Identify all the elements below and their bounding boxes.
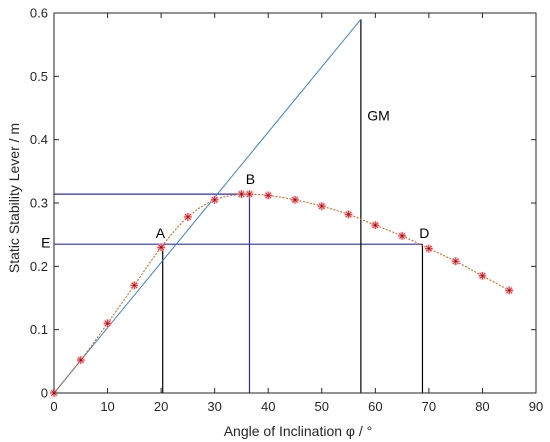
x-tick-label: 60: [368, 399, 382, 414]
x-tick-label: 0: [50, 399, 57, 414]
data-point: [156, 243, 166, 252]
x-tick-label: 50: [315, 399, 329, 414]
data-point: [424, 244, 434, 253]
reference-lines: [53, 19, 424, 394]
annotation-label: D: [419, 225, 429, 241]
data-point: [451, 257, 460, 266]
y-tick-label: 0.5: [30, 69, 48, 84]
y-tick-label: 0.1: [30, 322, 48, 337]
data-point: [210, 195, 219, 205]
data-point: [505, 286, 514, 295]
data-point: [237, 189, 246, 199]
y-axis-ticks: 0 0.1 0.2 0.3 0.4 0.5 0.6: [30, 6, 536, 401]
x-tick-label: 70: [422, 399, 436, 414]
x-tick-label: 10: [100, 399, 114, 414]
data-point: [290, 195, 300, 205]
data-point: [264, 191, 273, 200]
data-point: [478, 271, 487, 281]
gm-tangent-line: [53, 19, 362, 394]
y-axis-label: Static Stability Lever / m: [6, 123, 22, 273]
x-tick-label: 20: [154, 399, 168, 414]
annotation-label: A: [156, 225, 166, 241]
x-axis-ticks: 0 10 20 30 40 50 60 70 80 90: [50, 13, 543, 414]
y-tick-label: 0: [41, 386, 48, 401]
annotation-label: GM: [367, 108, 390, 124]
data-point: [344, 210, 353, 219]
data-point: [103, 319, 112, 328]
x-tick-label: 90: [529, 399, 543, 414]
annotations: A B D E GM: [41, 108, 429, 251]
x-tick-label: 40: [261, 399, 275, 414]
y-tick-label: 0.2: [30, 259, 48, 274]
y-tick-label: 0.3: [30, 196, 48, 211]
y-tick-label: 0.4: [30, 132, 48, 147]
data-point: [371, 220, 380, 230]
x-tick-label: 80: [475, 399, 489, 414]
annotation-label: B: [246, 171, 255, 187]
data-point: [397, 231, 407, 241]
x-tick-label: 30: [207, 399, 221, 414]
data-point: [183, 212, 193, 222]
x-axis-label: Angle of Inclination φ / °: [224, 423, 373, 439]
annotation-label: E: [41, 234, 50, 250]
y-tick-label: 0.6: [30, 6, 48, 21]
data-point: [130, 281, 139, 290]
data-point: [76, 355, 85, 365]
data-point: [245, 189, 254, 199]
data-point: [317, 201, 326, 211]
